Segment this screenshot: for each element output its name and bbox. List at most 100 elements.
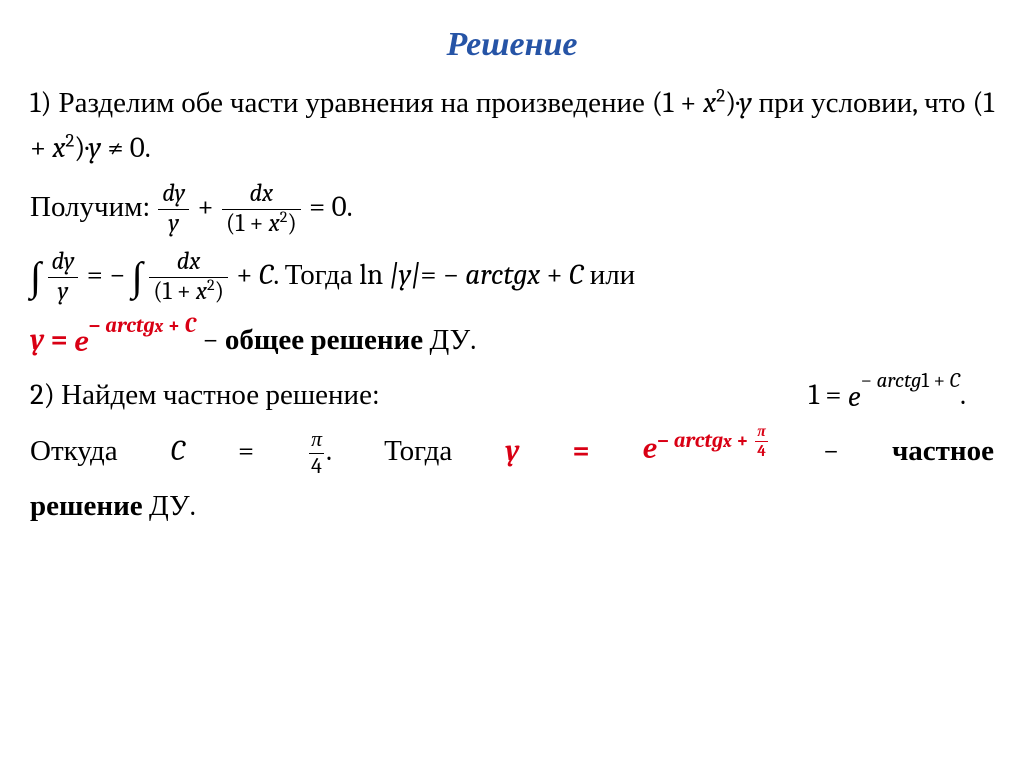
gen-eq: = (44, 324, 74, 357)
arctg-x: x (527, 259, 540, 292)
pi-over-4: π4 (309, 429, 324, 478)
gen-exp: e− arctgx + C (74, 328, 196, 357)
arctg-1: arctg (465, 259, 527, 292)
final-exp: e− arctgx + π4 (643, 435, 770, 471)
received-line: Получим: dy y + dx (1 + x2) = 0. (30, 182, 994, 236)
int-frac1-num: dy (48, 250, 79, 278)
f-exp-minus: − (657, 429, 674, 453)
step2-line: 2) Найдем частное решение: 1 = e− arctg1… (30, 374, 994, 419)
ne-zero: ≠ 0 (107, 132, 144, 165)
step1-text: 1) Разделим обе части уравнения на произ… (30, 82, 994, 172)
C-2: C (569, 259, 583, 292)
whence: Откуда (30, 435, 171, 468)
plusC-1: + (236, 259, 258, 292)
gen-exp-minus: − (88, 314, 105, 338)
eq-zero: = 0. (309, 191, 352, 224)
general-solution-line: y = e− arctgx + C − общее решение ДУ. (30, 319, 994, 364)
expr2-sq: 2 (65, 129, 74, 151)
frac-dy-num: dy (158, 182, 189, 210)
expr1-sq: 2 (716, 84, 725, 106)
den2-sq: 2 (207, 277, 215, 295)
int-eq: = (87, 259, 109, 292)
then-1: Тогда (285, 259, 360, 292)
pi-den: 4 (309, 454, 324, 478)
den2-close: ) (215, 278, 224, 306)
s2-exp-one: 1 (921, 369, 929, 393)
C-1: C (259, 259, 273, 292)
gen-exp-C: C (185, 314, 196, 338)
step2-e: e (848, 381, 861, 414)
final-label-rest: ДУ. (143, 490, 196, 523)
den2-open: (1 + (153, 278, 196, 306)
final-y: y (505, 435, 519, 468)
expr1-x: x (703, 87, 716, 120)
step2-dot: . (960, 379, 966, 412)
frac-dx-num: dx (222, 182, 301, 210)
step1-dot: . (145, 132, 151, 165)
s2-exp-arctg: arctg (877, 369, 922, 393)
math-solution-page: Решение 1) Разделим обе части уравнения … (0, 0, 1024, 767)
final-then: Тогда (384, 435, 505, 468)
gen-label-rest: ДУ. (423, 324, 476, 357)
gen-label-bold: общее решение (225, 324, 423, 357)
step2-lead: 2) Найдем частное решение: (30, 374, 380, 419)
integral-icon-2: ∫ (132, 246, 143, 309)
expr1-y: y (739, 87, 752, 120)
integral-icon-1: ∫ (30, 246, 41, 309)
expr1-close: )· (725, 87, 739, 120)
gen-exp-arctg: arctg (105, 314, 154, 338)
final-dash: − (770, 435, 892, 468)
page-title: Решение (30, 24, 994, 64)
s2-exp-plus: + (929, 369, 950, 393)
ln: ln (359, 259, 383, 292)
s2-exp-C: C (950, 369, 960, 393)
frac-dx-den: (1 + x2) (222, 210, 301, 237)
s2-exp-minus: − (860, 369, 876, 393)
den-open: (1 + (226, 210, 269, 238)
gen-exp-plus: + (163, 314, 185, 338)
plus1: + (197, 191, 219, 224)
step2-exp: e− arctg1 + C (848, 383, 960, 412)
den-x: x (269, 210, 280, 238)
den-close: ) (287, 210, 296, 238)
or: или (583, 259, 635, 292)
expr1-open: (1 + (652, 87, 703, 120)
int-frac1-den: y (48, 278, 79, 305)
final-line-2: решение ДУ. (30, 485, 994, 530)
final-label-line2: решение (30, 490, 143, 523)
expr2-x: x (52, 132, 65, 165)
int-frac2: dx (1 + x2) (149, 250, 228, 304)
f-exp-pifrac: π4 (755, 424, 768, 460)
abs-y: |y| (383, 259, 420, 292)
plusC-2: + (540, 259, 569, 292)
den2-x: x (196, 278, 207, 306)
expr2-close: )· (74, 132, 88, 165)
step1-lead: 1) Разделим обе части уравнения на произ… (30, 87, 645, 120)
final-line-1: Откуда C = π4. Тогда y = e− arctgx + π4 … (30, 429, 994, 478)
final-eq1: = (185, 435, 307, 468)
f-exp-x: x (723, 432, 732, 452)
frac-dx: dx (1 + x2) (222, 182, 301, 236)
gen-e: e (74, 326, 88, 359)
step2-eq-block: 1 = e− arctg1 + C. (809, 374, 995, 419)
final-label-bold: частное (892, 435, 994, 468)
f-exp-arctg: arctg (674, 429, 723, 453)
final-C: C (171, 435, 185, 468)
received-label: Получим: (30, 191, 156, 224)
final-dot1: . (326, 435, 384, 468)
int-minus: − (109, 259, 125, 292)
step2-exponent: − arctg1 + C (860, 371, 960, 392)
frac-dy-y: dy y (158, 182, 189, 236)
int-frac2-den: (1 + x2) (149, 278, 228, 305)
gen-exp-x: x (155, 317, 164, 337)
gen-dash: − (196, 324, 225, 357)
expr2-y: y (88, 132, 107, 165)
final-eq2: = (519, 435, 642, 468)
f-exp-pi: π (755, 424, 768, 443)
f-exp-four: 4 (755, 442, 768, 460)
integrals-line: ∫ dy y = − ∫ dx (1 + x2) + C. Тогда ln |… (30, 246, 994, 309)
step2-one: 1 (809, 379, 820, 412)
cond-text: при условии, что (752, 87, 973, 120)
gen-y: y (30, 324, 44, 357)
int-frac2-num: dx (149, 250, 228, 278)
